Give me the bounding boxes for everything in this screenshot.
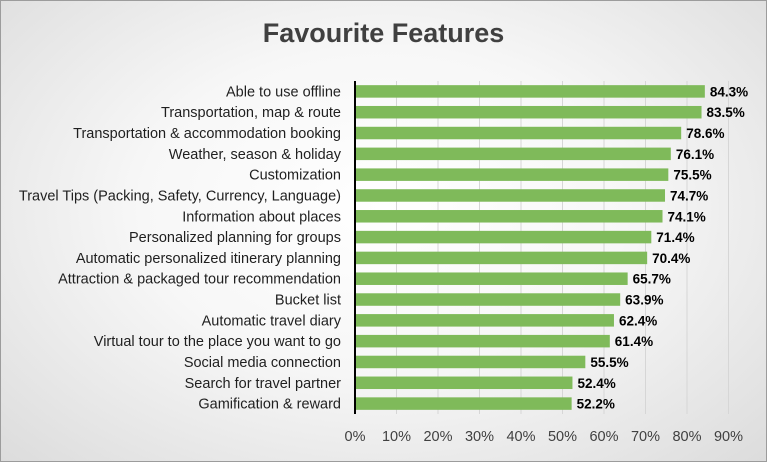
category-label: Weather, season & holiday — [169, 147, 342, 163]
data-label: 61.4% — [615, 334, 653, 349]
x-tick-label: 0% — [345, 429, 366, 445]
data-label: 65.7% — [633, 272, 671, 287]
bar — [355, 105, 702, 119]
data-label: 62.4% — [619, 313, 657, 328]
bar — [355, 126, 682, 140]
bar — [355, 293, 621, 306]
x-tick-label: 50% — [548, 429, 577, 445]
category-label: Customization — [249, 168, 341, 184]
data-label: 74.7% — [670, 188, 708, 203]
bar — [355, 334, 610, 348]
data-label: 76.1% — [676, 147, 714, 162]
bar — [355, 272, 628, 285]
category-label: Gamification & reward — [198, 397, 341, 413]
category-label: Search for travel partner — [185, 376, 342, 392]
x-tick-label: 40% — [506, 429, 535, 445]
data-label: 70.4% — [652, 251, 690, 266]
x-tick-label: 10% — [382, 429, 411, 445]
data-label: 52.2% — [577, 397, 615, 412]
data-label: 52.4% — [577, 376, 615, 391]
category-label: Transportation & accommodation booking — [73, 126, 341, 142]
chart-title: Favourite Features — [262, 18, 505, 48]
data-label: 55.5% — [590, 355, 628, 370]
data-label: 71.4% — [656, 230, 694, 245]
bar — [355, 397, 572, 410]
bar — [355, 376, 573, 390]
data-label: 74.1% — [668, 209, 706, 224]
bar — [355, 85, 705, 98]
category-label: Bucket list — [275, 293, 341, 309]
category-label: Automatic personalized itinerary plannin… — [76, 251, 341, 267]
bar — [355, 210, 663, 223]
data-label: 63.9% — [625, 293, 663, 308]
x-tick-label: 70% — [631, 429, 660, 445]
category-label: Transportation, map & route — [161, 105, 341, 121]
data-label: 75.5% — [673, 168, 711, 183]
bar — [355, 251, 648, 265]
data-label: 84.3% — [710, 84, 748, 99]
bar — [355, 355, 586, 369]
x-tick-label: 20% — [423, 429, 452, 445]
category-label: Personalized planning for groups — [129, 230, 341, 246]
x-tick-label: 30% — [465, 429, 494, 445]
category-label: Able to use offline — [226, 84, 341, 100]
bar — [355, 189, 666, 202]
bar — [355, 168, 669, 181]
data-label: 83.5% — [707, 105, 745, 120]
category-label: Attraction & packaged tour recommendatio… — [58, 272, 341, 288]
category-label: Travel Tips (Packing, Safety, Currency, … — [19, 188, 341, 204]
x-tick-label: 80% — [672, 429, 701, 445]
category-label: Information about places — [182, 209, 341, 225]
category-label: Virtual tour to the place you want to go — [94, 334, 341, 350]
x-tick-label: 90% — [714, 429, 743, 445]
data-label: 78.6% — [686, 126, 724, 141]
bar — [355, 230, 652, 244]
x-tick-label: 60% — [589, 429, 618, 445]
bar — [355, 147, 671, 161]
category-label: Social media connection — [184, 355, 341, 371]
category-label: Automatic travel diary — [202, 313, 342, 329]
bar — [355, 314, 614, 327]
